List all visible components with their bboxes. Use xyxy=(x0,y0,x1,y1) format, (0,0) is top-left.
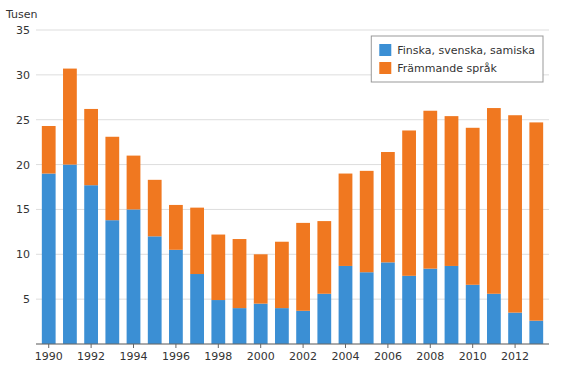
bar-segment xyxy=(211,235,225,300)
legend-swatch xyxy=(379,62,391,74)
y-tick-label: 5 xyxy=(23,293,30,306)
x-tick xyxy=(303,344,304,348)
x-tick xyxy=(260,344,261,348)
bar-segment xyxy=(360,171,374,272)
x-tick xyxy=(133,344,134,348)
chart-container: 5 10 15 20 25 30 35 1990 1992 1994 1996 1998 2000 200… xyxy=(0,0,561,372)
legend: Finska, svenska, samiska Främmande språk xyxy=(371,36,543,82)
chart-svg: 5 10 15 20 25 30 35 1990 1992 1994 1996 1998 2000 200… xyxy=(0,0,561,372)
bar-segment xyxy=(423,269,437,344)
bar-segment xyxy=(148,180,162,237)
bar-segment xyxy=(466,128,480,285)
bar-segment xyxy=(381,262,395,344)
bar-segment xyxy=(296,311,310,344)
bar-segment xyxy=(190,274,204,344)
x-tick-label: 2012 xyxy=(501,350,529,363)
bar-segment xyxy=(423,111,437,269)
x-tick xyxy=(345,344,346,348)
y-tick-label: 10 xyxy=(16,248,30,261)
x-tick xyxy=(472,344,473,348)
bar-segment xyxy=(127,209,141,344)
bar-segment xyxy=(105,220,119,344)
bar-segment xyxy=(339,266,353,344)
x-tick xyxy=(91,344,92,348)
x-tick-label: 1990 xyxy=(35,350,63,363)
y-grid xyxy=(36,30,549,344)
bar-segment xyxy=(508,115,522,312)
bar-segment xyxy=(487,108,501,294)
bar-segment xyxy=(529,321,543,344)
grid-line xyxy=(36,30,549,31)
y-tick-label: 20 xyxy=(16,159,30,172)
bar-segment xyxy=(360,272,374,344)
bar-segment xyxy=(445,266,459,344)
bar-segment xyxy=(339,174,353,266)
grid-line xyxy=(36,344,549,345)
bar-segment xyxy=(275,242,289,308)
x-tick-label: 1994 xyxy=(120,350,148,363)
bar-segment xyxy=(84,185,98,344)
grid-line xyxy=(36,119,549,120)
x-tick-label: 2000 xyxy=(247,350,275,363)
bar-segment xyxy=(169,250,183,344)
bar-segment xyxy=(402,130,416,275)
bar-segment xyxy=(445,116,459,266)
bar-segment xyxy=(466,285,480,344)
bar-segment xyxy=(254,254,268,303)
bar-segment xyxy=(84,109,98,185)
x-tick-label: 2008 xyxy=(416,350,444,363)
bars xyxy=(42,69,543,344)
bar-segment xyxy=(190,208,204,274)
y-tick-label: 15 xyxy=(16,203,30,216)
bar-segment xyxy=(233,308,247,344)
x-tick-label: 1996 xyxy=(162,350,190,363)
bar-segment xyxy=(148,236,162,344)
bar-segment xyxy=(105,137,119,220)
x-axis-line xyxy=(36,344,549,345)
x-tick-label: 2002 xyxy=(289,350,317,363)
x-tick-label: 2004 xyxy=(331,350,359,363)
bar-segment xyxy=(211,300,225,344)
bar-segment xyxy=(529,122,543,320)
legend-label: Finska, svenska, samiska xyxy=(397,44,535,57)
bar-segment xyxy=(169,205,183,250)
x-tick xyxy=(430,344,431,348)
x-tick-label: 1992 xyxy=(77,350,105,363)
bar-segment xyxy=(317,221,331,294)
y-axis-label: Tusen xyxy=(5,8,38,21)
bar-segment xyxy=(381,152,395,262)
legend-frame xyxy=(371,36,543,82)
bar-segment xyxy=(275,308,289,344)
bar-segment xyxy=(233,239,247,308)
x-tick-label: 1998 xyxy=(204,350,232,363)
y-tick-label: 30 xyxy=(16,69,30,82)
bar-segment xyxy=(402,276,416,344)
bar-segment xyxy=(63,69,77,165)
bar-segment xyxy=(508,313,522,344)
x-tick xyxy=(175,344,176,348)
bar-segment xyxy=(296,223,310,311)
bar-segment xyxy=(317,294,331,344)
x-tick xyxy=(387,344,388,348)
y-tick-label: 35 xyxy=(16,24,30,37)
bar-segment xyxy=(63,165,77,344)
legend-swatch xyxy=(379,44,391,56)
x-tick-label: 2006 xyxy=(374,350,402,363)
bar-segment xyxy=(487,294,501,344)
x-tick xyxy=(218,344,219,348)
x-tick xyxy=(48,344,49,348)
bar-segment xyxy=(254,304,268,344)
x-tick-label: 2010 xyxy=(459,350,487,363)
bar-segment xyxy=(42,126,56,174)
legend-label: Främmande språk xyxy=(397,62,497,75)
bar-segment xyxy=(42,174,56,344)
bar-segment xyxy=(127,156,141,210)
y-tick-label: 25 xyxy=(16,114,30,127)
x-tick xyxy=(515,344,516,348)
